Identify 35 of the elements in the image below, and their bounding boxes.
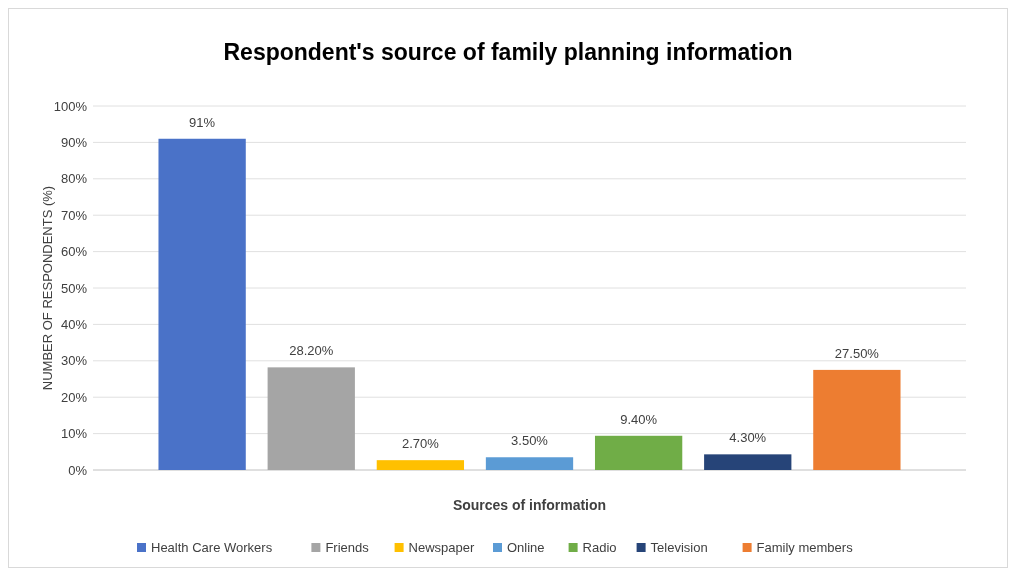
y-tick-label: 40% [60, 316, 88, 332]
legend-label: Newspaper [408, 540, 476, 555]
data-label: 3.50% [511, 433, 549, 449]
legend-label: Television [650, 540, 708, 555]
data-label: 4.30% [729, 430, 767, 446]
bar [594, 435, 683, 470]
data-label: 9.40% [620, 411, 658, 427]
y-tick-label: 50% [60, 280, 88, 296]
bar [267, 367, 355, 470]
legend-label: Family members [756, 540, 854, 555]
legend-label: Online [507, 540, 545, 555]
bar [813, 369, 901, 470]
y-tick-label: 80% [60, 171, 88, 187]
y-tick-label: 20% [60, 389, 88, 405]
y-tick-label: 30% [60, 353, 88, 369]
legend-label: Friends [325, 540, 370, 555]
y-tick-label: 90% [60, 134, 88, 150]
data-label: 27.50% [834, 345, 880, 361]
legend-label: Health Care Workers [151, 540, 273, 555]
y-tick-label: 100% [53, 98, 88, 114]
y-tick-label: 10% [60, 426, 88, 442]
y-tick-label: 0% [68, 462, 88, 478]
bar [485, 457, 574, 470]
x-axis-title: Sources of information [452, 497, 607, 513]
bar [704, 454, 792, 470]
bar [376, 460, 465, 470]
y-axis-title: NUMBER OF RESPONDENTS (%) [40, 185, 55, 391]
y-tick-label: 60% [60, 244, 88, 260]
legend-label: Radio [582, 540, 617, 555]
data-label: 28.20% [289, 343, 334, 359]
bar [158, 138, 246, 470]
data-label: 91% [189, 114, 216, 130]
y-tick-label: 70% [60, 207, 88, 223]
chart-title: Respondent's source of family planning information [223, 39, 793, 65]
data-label: 2.70% [401, 436, 440, 452]
